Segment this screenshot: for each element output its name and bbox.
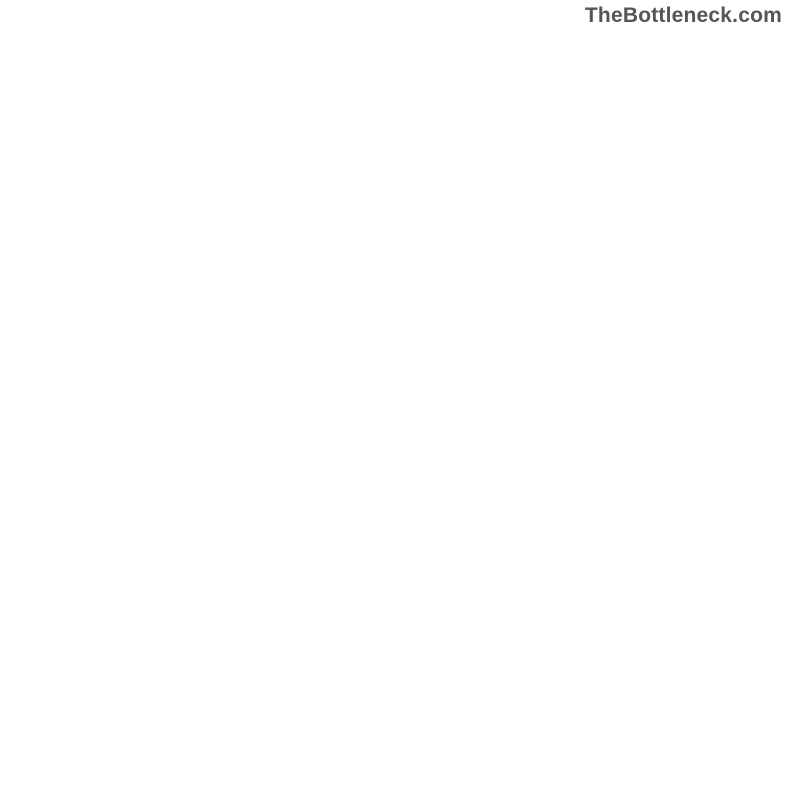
watermark-text: TheBottleneck.com xyxy=(585,4,782,28)
bottleneck-heatmap xyxy=(0,0,800,800)
